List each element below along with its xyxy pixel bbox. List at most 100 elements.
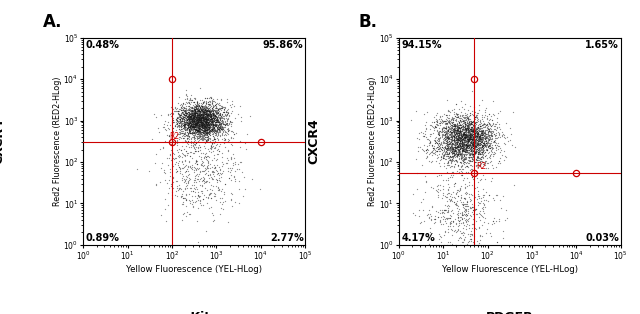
- Point: [180, 121, 191, 126]
- Point: [460, 122, 470, 127]
- Point: [201, 127, 211, 132]
- Point: [471, 162, 481, 167]
- Point: [469, 136, 479, 141]
- Point: [424, 137, 434, 142]
- Point: [492, 125, 502, 130]
- Point: [198, 114, 208, 119]
- Point: [461, 127, 471, 132]
- Point: [482, 143, 492, 148]
- Point: [456, 119, 467, 124]
- Point: [202, 159, 212, 164]
- Point: [191, 127, 201, 133]
- Point: [479, 121, 490, 126]
- Point: [455, 143, 465, 148]
- Point: [202, 126, 212, 131]
- Point: [195, 119, 205, 124]
- Point: [202, 118, 212, 123]
- Point: [182, 126, 193, 131]
- Point: [443, 145, 453, 150]
- Point: [201, 110, 211, 115]
- Point: [210, 120, 220, 125]
- Point: [486, 124, 496, 129]
- Point: [440, 140, 451, 145]
- Point: [445, 174, 455, 179]
- Point: [189, 106, 199, 111]
- Point: [220, 133, 230, 138]
- Point: [441, 154, 451, 159]
- Point: [444, 138, 454, 143]
- Point: [474, 179, 484, 184]
- Point: [184, 127, 194, 132]
- Point: [454, 218, 464, 223]
- Point: [462, 115, 472, 120]
- Point: [182, 120, 193, 125]
- Point: [460, 157, 470, 162]
- Point: [456, 144, 467, 149]
- Point: [469, 121, 479, 126]
- Point: [460, 147, 470, 152]
- Point: [168, 174, 178, 179]
- Point: [194, 113, 204, 118]
- Point: [467, 175, 477, 180]
- Point: [436, 150, 447, 155]
- Point: [481, 134, 491, 139]
- Point: [202, 164, 212, 169]
- Point: [179, 121, 189, 126]
- Point: [454, 140, 465, 145]
- Point: [424, 140, 434, 145]
- Point: [217, 133, 227, 138]
- Point: [171, 159, 181, 164]
- Point: [472, 133, 483, 138]
- Point: [454, 121, 465, 126]
- Point: [202, 95, 212, 100]
- Point: [481, 139, 491, 144]
- Point: [220, 198, 230, 203]
- Point: [470, 145, 480, 150]
- Point: [440, 138, 450, 143]
- Point: [202, 115, 212, 120]
- Point: [461, 146, 471, 151]
- Point: [185, 105, 195, 110]
- Point: [483, 127, 493, 132]
- Point: [163, 112, 173, 117]
- Point: [182, 175, 193, 180]
- Point: [458, 137, 468, 142]
- Point: [470, 134, 481, 139]
- Point: [470, 114, 480, 119]
- Point: [182, 122, 193, 127]
- Point: [189, 122, 199, 127]
- Point: [200, 104, 211, 109]
- Point: [211, 114, 221, 119]
- Point: [189, 126, 200, 131]
- Point: [191, 122, 202, 127]
- Point: [474, 136, 484, 141]
- Point: [197, 122, 207, 127]
- Point: [223, 165, 233, 171]
- Point: [195, 109, 205, 114]
- Point: [197, 123, 207, 128]
- Point: [186, 105, 196, 110]
- Point: [211, 105, 221, 110]
- Point: [190, 104, 200, 109]
- Point: [189, 139, 200, 144]
- Point: [467, 155, 477, 160]
- Point: [200, 125, 210, 130]
- Point: [471, 151, 481, 156]
- Point: [201, 125, 211, 130]
- Point: [435, 121, 445, 126]
- Point: [180, 106, 191, 111]
- Point: [188, 112, 198, 117]
- Point: [493, 158, 504, 163]
- Point: [464, 136, 474, 141]
- Point: [468, 141, 478, 146]
- Point: [223, 110, 234, 115]
- Point: [454, 148, 465, 153]
- Point: [195, 118, 205, 123]
- Point: [439, 138, 449, 143]
- Point: [192, 117, 202, 122]
- Point: [456, 146, 466, 151]
- Point: [464, 138, 474, 143]
- Point: [445, 138, 456, 143]
- Point: [455, 138, 465, 143]
- Point: [446, 142, 456, 147]
